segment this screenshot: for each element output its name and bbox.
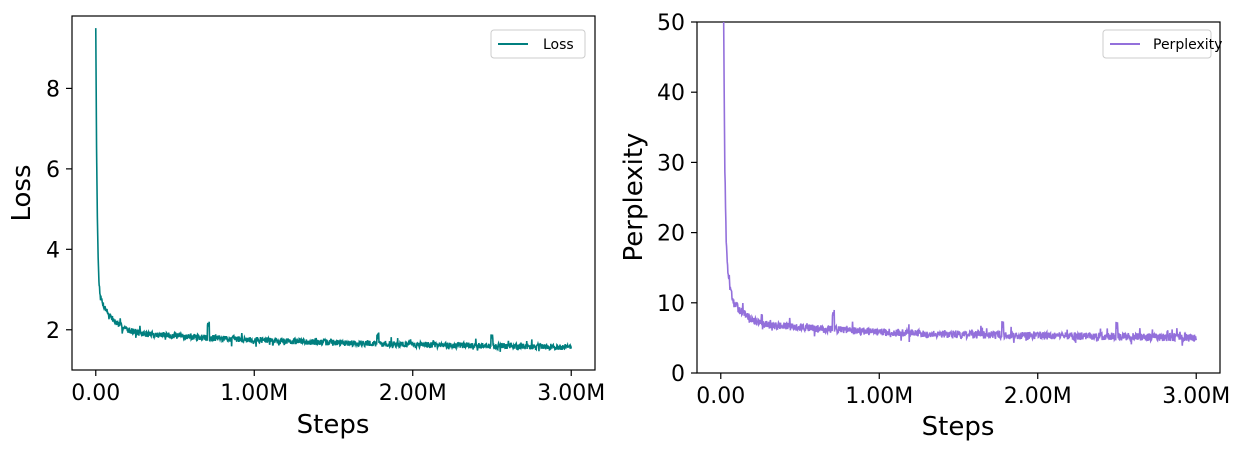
perplexity-y-tick-label: 10	[657, 292, 685, 317]
perplexity-y-axis-label: Perplexity	[619, 133, 649, 262]
perplexity-series-line	[722, 22, 1198, 346]
loss-y-axis-label: Loss	[7, 164, 37, 221]
loss-x-tick-label: 2.00M	[379, 381, 447, 406]
perplexity-y-tick-label: 0	[671, 362, 685, 387]
loss-y-tick-label: 6	[46, 158, 60, 183]
perplexity-y-tick-label: 40	[657, 81, 685, 106]
perplexity-x-ticks: 0.00 1.00M 2.00M 3.00M	[696, 373, 1230, 409]
loss-panel: 0.00 1.00M 2.00M 3.00M 2 4 6 8 Steps Loss Loss	[7, 15, 605, 440]
loss-legend-box	[490, 29, 586, 59]
loss-legend-label: Loss	[543, 37, 574, 53]
perplexity-x-tick-label: 1.00M	[845, 384, 913, 409]
perplexity-legend: Perplexity	[1102, 29, 1222, 59]
perplexity-x-axis-label: Steps	[922, 412, 995, 442]
perplexity-y-tick-label: 30	[657, 151, 685, 176]
perplexity-y-ticks: 0 10 20 30 40 50	[657, 11, 697, 387]
perplexity-legend-label: Perplexity	[1153, 37, 1222, 53]
perplexity-panel: 0.00 1.00M 2.00M 3.00M 0 10 20 30 40 50 Steps Pe…	[619, 11, 1230, 442]
loss-plot-area	[71, 15, 596, 371]
loss-y-tick-label: 8	[46, 77, 60, 102]
loss-x-ticks: 0.00 1.00M 2.00M 3.00M	[71, 370, 605, 406]
loss-y-tick-label: 4	[46, 238, 60, 263]
loss-y-ticks: 2 4 6 8	[46, 77, 72, 344]
perplexity-x-tick-label: 0.00	[696, 384, 745, 409]
perplexity-x-tick-label: 3.00M	[1162, 384, 1230, 409]
perplexity-legend-box	[1102, 29, 1212, 59]
perplexity-y-tick-label: 20	[657, 222, 685, 247]
loss-series-line	[94, 28, 573, 352]
perplexity-plot-area	[696, 21, 1221, 374]
perplexity-y-tick-label: 50	[657, 11, 685, 36]
loss-x-tick-label: 3.00M	[537, 381, 605, 406]
loss-legend: Loss	[490, 29, 586, 59]
loss-x-tick-label: 0.00	[71, 381, 120, 406]
loss-y-tick-label: 2	[46, 319, 60, 344]
loss-x-tick-label: 1.00M	[220, 381, 288, 406]
loss-x-axis-label: Steps	[297, 410, 370, 440]
perplexity-x-tick-label: 2.00M	[1004, 384, 1072, 409]
